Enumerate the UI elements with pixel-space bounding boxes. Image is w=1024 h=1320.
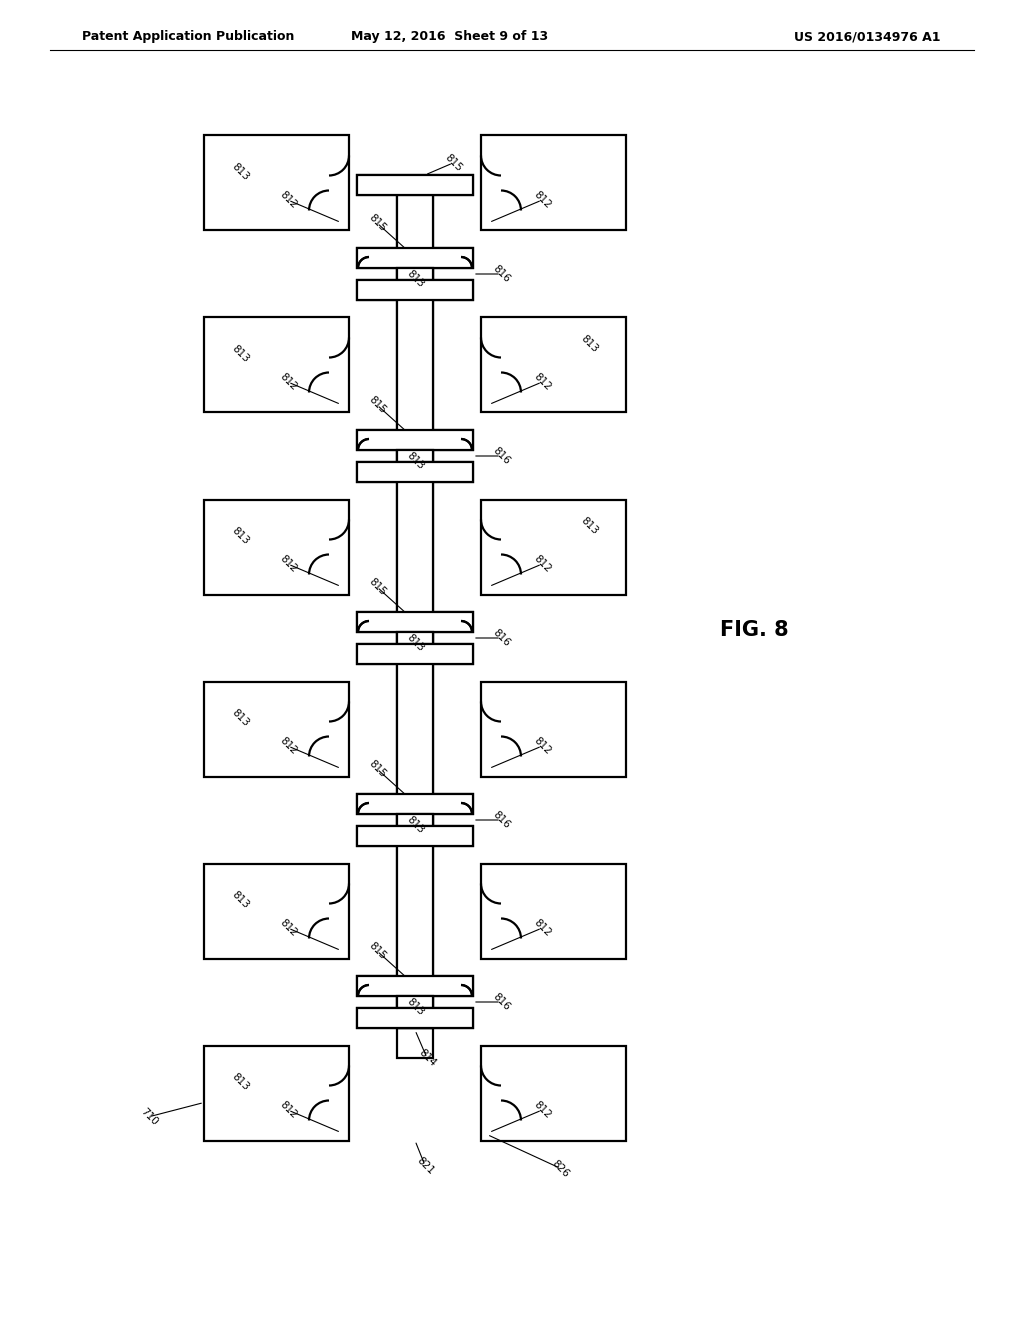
Bar (397, 814, 433, 826)
Bar (481, 318, 626, 412)
Text: 816: 816 (490, 445, 512, 466)
Text: 815: 815 (367, 395, 387, 416)
Bar (357, 176, 473, 195)
Text: 813: 813 (229, 1071, 251, 1092)
Bar (397, 664, 433, 795)
Bar (397, 1028, 433, 1059)
Text: 813: 813 (404, 997, 426, 1018)
Bar (357, 612, 473, 632)
Text: 812: 812 (531, 371, 553, 392)
Bar (357, 462, 473, 482)
Bar (481, 1045, 626, 1140)
Text: 815: 815 (367, 213, 387, 234)
Bar (357, 430, 473, 450)
Bar (204, 863, 349, 958)
Bar (357, 826, 473, 846)
Text: 821: 821 (415, 1155, 435, 1176)
Bar (397, 195, 433, 248)
Text: 816: 816 (490, 264, 512, 285)
Bar (397, 268, 433, 280)
Text: 816: 816 (490, 627, 512, 648)
Text: 813: 813 (229, 161, 251, 182)
Bar (397, 268, 433, 280)
Text: 815: 815 (367, 940, 387, 961)
Text: 814: 814 (417, 1048, 437, 1069)
Bar (481, 863, 626, 958)
Text: 813: 813 (404, 814, 426, 836)
Bar (357, 975, 473, 997)
Text: 813: 813 (404, 450, 426, 471)
Text: 813: 813 (404, 632, 426, 653)
Bar (357, 280, 473, 300)
Bar (357, 462, 473, 482)
Text: 710: 710 (138, 1106, 160, 1127)
Bar (397, 997, 433, 1008)
Bar (397, 997, 433, 1008)
Text: 812: 812 (278, 735, 299, 756)
Bar (204, 681, 349, 776)
Text: 812: 812 (278, 371, 299, 392)
Text: 812: 812 (531, 1100, 553, 1121)
Bar (204, 318, 349, 412)
Bar (397, 450, 433, 462)
Bar (397, 300, 433, 430)
Text: 812: 812 (278, 553, 299, 574)
Text: 816: 816 (490, 809, 512, 830)
Bar (397, 450, 433, 462)
Text: 816: 816 (490, 991, 512, 1012)
Text: 813: 813 (229, 525, 251, 546)
Text: US 2016/0134976 A1: US 2016/0134976 A1 (794, 30, 940, 44)
Text: 813: 813 (229, 343, 251, 364)
Text: 813: 813 (580, 516, 600, 537)
Bar (397, 632, 433, 644)
Text: 815: 815 (442, 152, 464, 173)
Bar (357, 248, 473, 268)
Bar (357, 644, 473, 664)
Text: 826: 826 (550, 1158, 571, 1179)
Bar (397, 632, 433, 644)
Bar (357, 248, 473, 268)
Bar (397, 814, 433, 826)
Bar (397, 195, 433, 1028)
Bar (357, 826, 473, 846)
Bar (357, 612, 473, 632)
Bar (357, 795, 473, 814)
Text: 815: 815 (367, 759, 387, 780)
Text: 812: 812 (531, 735, 553, 756)
Bar (357, 975, 473, 997)
Bar (357, 795, 473, 814)
Text: 812: 812 (531, 553, 553, 574)
Text: 812: 812 (278, 190, 299, 211)
Text: 812: 812 (531, 917, 553, 939)
Text: 813: 813 (229, 890, 251, 911)
Bar (481, 499, 626, 594)
Bar (204, 1045, 349, 1140)
Bar (204, 136, 349, 231)
Bar (397, 846, 433, 975)
Text: 813: 813 (404, 268, 426, 289)
Bar (397, 482, 433, 612)
Bar (357, 1008, 473, 1028)
Text: 813: 813 (580, 334, 600, 355)
Bar (481, 136, 626, 231)
Text: Patent Application Publication: Patent Application Publication (82, 30, 294, 44)
Text: 813: 813 (229, 708, 251, 729)
Text: FIG. 8: FIG. 8 (720, 620, 788, 640)
Bar (357, 644, 473, 664)
Text: 812: 812 (278, 917, 299, 939)
Bar (357, 280, 473, 300)
Bar (357, 176, 473, 195)
Bar (357, 1008, 473, 1028)
Text: 812: 812 (531, 190, 553, 211)
Text: May 12, 2016  Sheet 9 of 13: May 12, 2016 Sheet 9 of 13 (351, 30, 549, 44)
Bar (481, 681, 626, 776)
Text: 812: 812 (278, 1100, 299, 1121)
Bar (357, 430, 473, 450)
Text: 815: 815 (367, 577, 387, 598)
Bar (204, 499, 349, 594)
